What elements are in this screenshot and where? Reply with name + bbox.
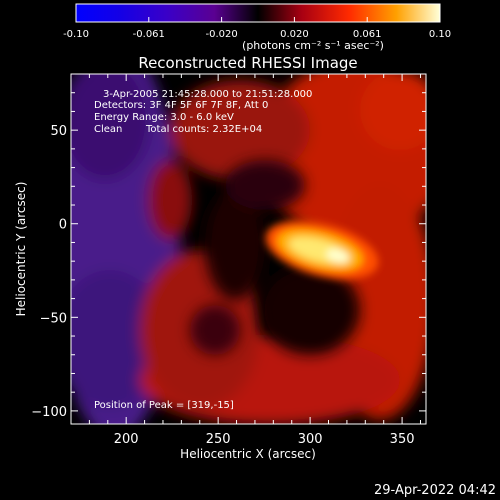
annotation-energy: Energy Range: 3.0 - 6.0 keV — [94, 112, 234, 123]
x-tick-label: 350 — [390, 432, 415, 447]
footer-timestamp: 29-Apr-2022 04:42 — [374, 483, 496, 498]
y-tick-label: −100 — [31, 405, 67, 420]
x-tick-label: 300 — [298, 432, 323, 447]
heatmap-image — [71, 74, 426, 424]
x-tick-label: 250 — [206, 432, 231, 447]
x-axis: 200 250 300 350 — [70, 74, 421, 447]
annotation-detectors: Detectors: 3F 4F 5F 6F 7F 8F, Att 0 — [94, 100, 268, 111]
x-tick-label: 200 — [114, 432, 139, 447]
annotation-block: 3-Apr-2005 21:45:28.000 to 21:51:28.000 … — [94, 89, 312, 411]
colorbar-tick-label: 0.020 — [280, 29, 309, 40]
chart-title: Reconstructed RHESSI Image — [138, 54, 357, 72]
y-tick-label: 50 — [50, 124, 67, 139]
colorbar-unit-label: (photons cm⁻² s⁻¹ asec⁻²) — [242, 39, 384, 52]
colorbar-tick-labels: -0.10 -0.061 -0.020 0.020 0.061 0.10 — [63, 29, 451, 40]
y-axis: 50 0 −50 −100 — [31, 73, 426, 420]
annotation-time-range: 3-Apr-2005 21:45:28.000 to 21:51:28.000 — [103, 89, 312, 100]
y-tick-label: 0 — [59, 218, 67, 233]
colorbar-tick-label: -0.10 — [63, 29, 89, 40]
colorbar — [75, 3, 441, 23]
x-axis-label: Heliocentric X (arcsec) — [180, 447, 316, 461]
colorbar-tick-label: 0.061 — [353, 29, 382, 40]
colorbar-tick-label: -0.061 — [133, 29, 165, 40]
colorbar-ticks — [75, 17, 441, 22]
annotation-peak-position: Position of Peak = [319,-15] — [94, 400, 234, 411]
y-tick-label: −50 — [40, 311, 67, 326]
annotation-total-counts: Total counts: 2.32E+04 — [145, 124, 262, 135]
colorbar-tick-label: -0.020 — [205, 29, 237, 40]
annotation-clean: Clean — [94, 124, 122, 135]
colorbar-tick-label: 0.10 — [429, 29, 451, 40]
y-axis-label: Heliocentric Y (arcsec) — [14, 182, 28, 317]
plot-frame — [70, 73, 427, 425]
